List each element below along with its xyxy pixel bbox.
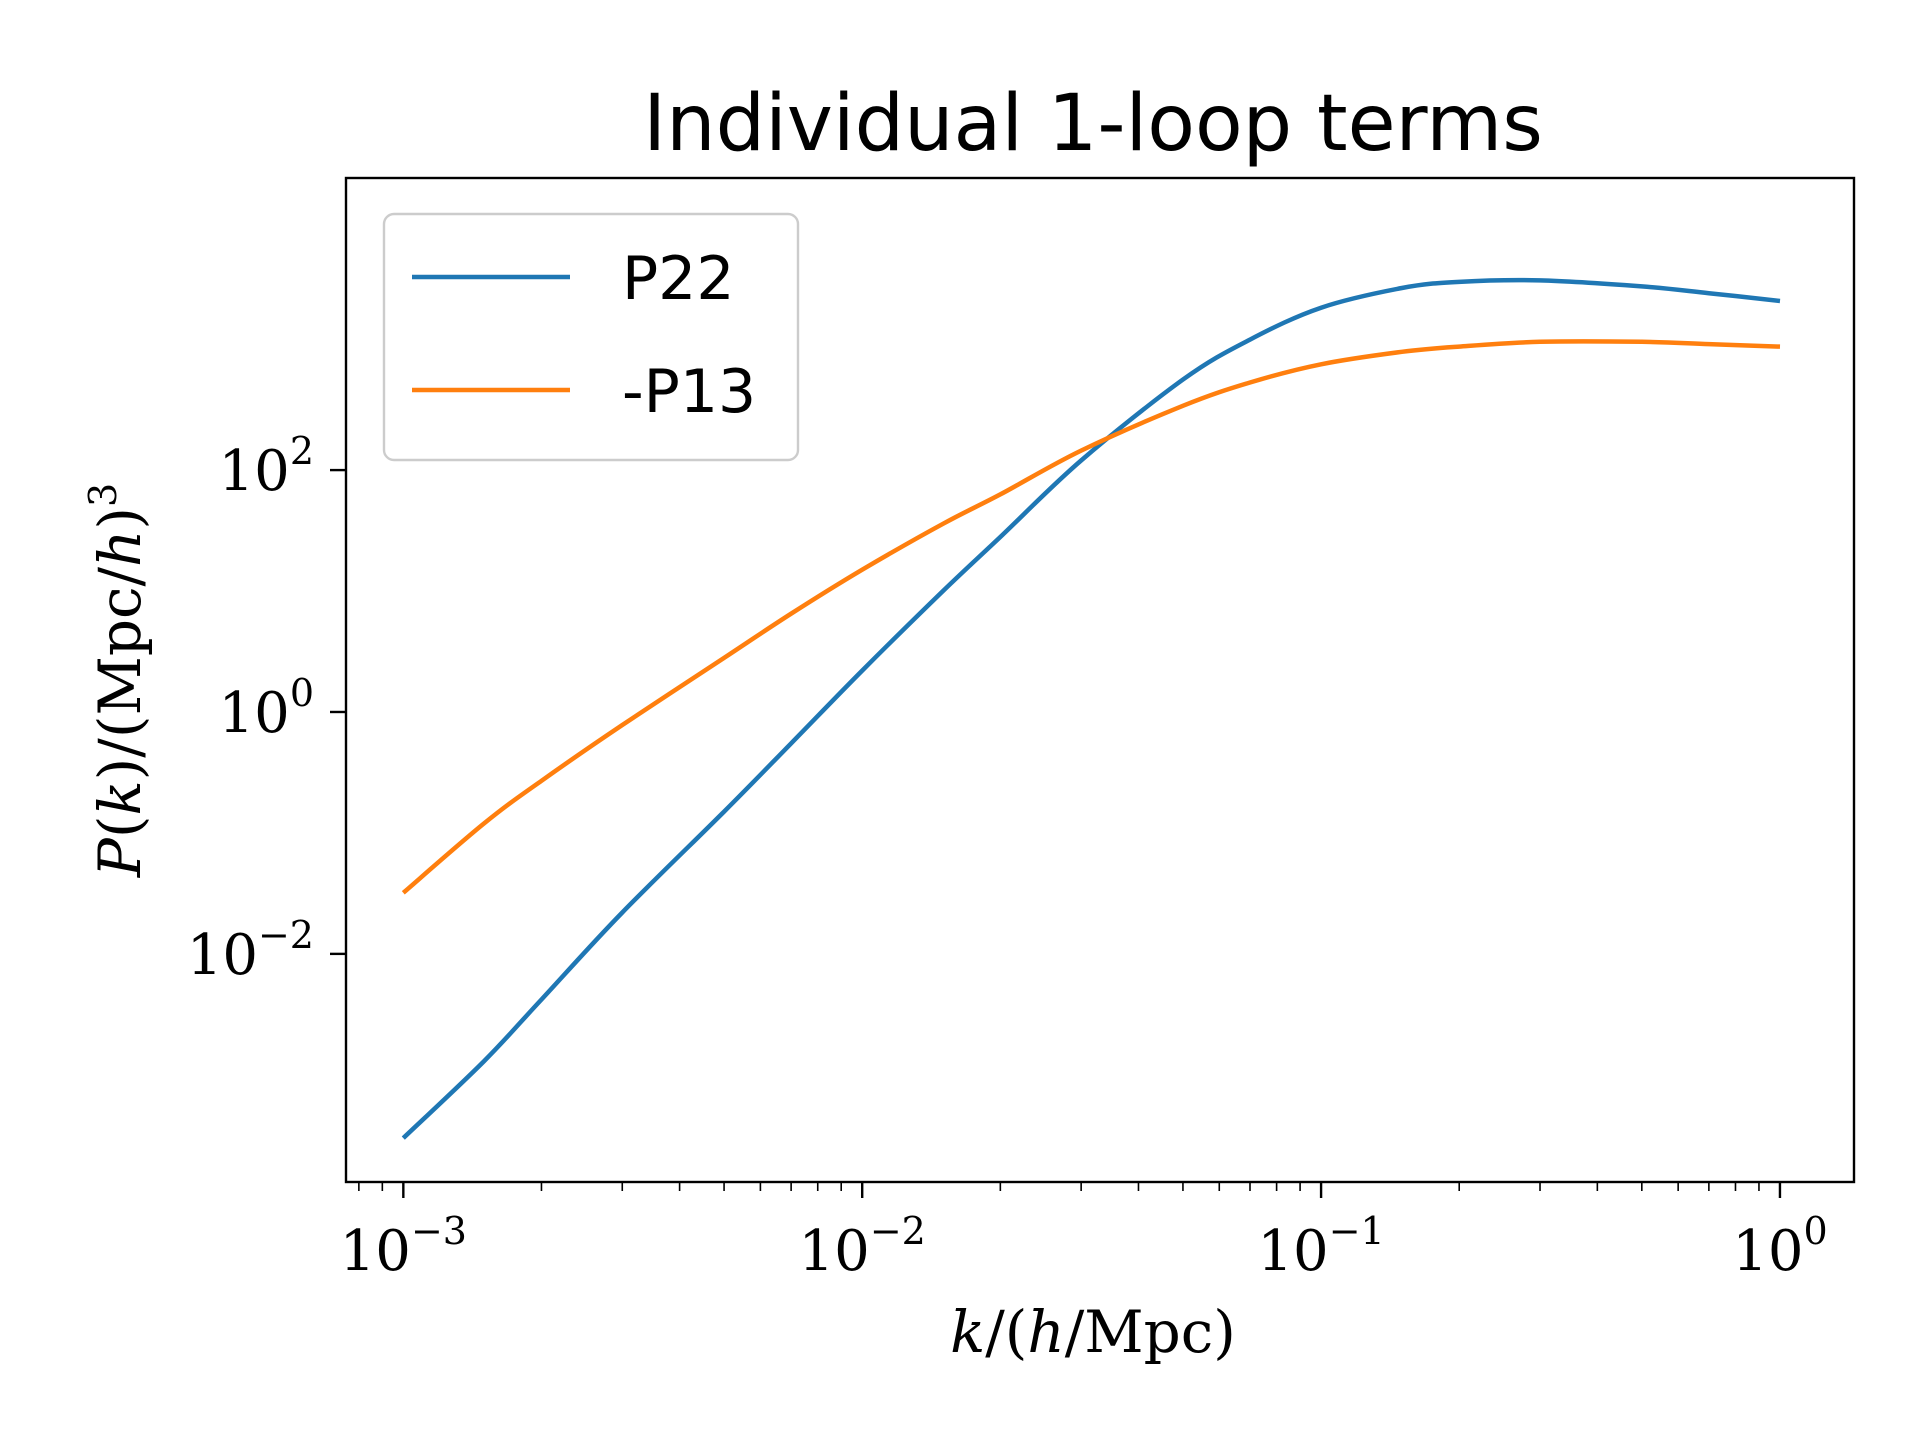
chart-title: Individual 1-loop terms <box>643 79 1543 169</box>
axis-ticks: 10−3 10−2 10−1 100 10−2 100 102 <box>187 429 1828 1284</box>
x-axis-label: k/(h/Mpc) <box>950 1298 1236 1366</box>
x-tick-label: 10−2 <box>799 1209 926 1284</box>
x-tick-label: 10−1 <box>1257 1209 1384 1284</box>
series-line-p13 <box>401 339 1781 895</box>
plot-series <box>401 277 1781 1140</box>
y-tick-label: 102 <box>219 429 314 504</box>
plot-frame <box>344 176 1856 1184</box>
x-tick-label: 10−3 <box>340 1209 467 1284</box>
x-tick-label: 100 <box>1732 1209 1827 1284</box>
y-axis-label: P(k)/(Mpc/h)3 <box>81 483 154 878</box>
legend-label-p22: P22 <box>622 244 735 314</box>
y-tick-label: 10−2 <box>187 913 314 988</box>
series-line-p22 <box>401 277 1781 1140</box>
legend-label-p13: -P13 <box>622 357 756 427</box>
y-tick-label: 100 <box>219 671 314 746</box>
legend: P22 -P13 <box>382 212 800 462</box>
